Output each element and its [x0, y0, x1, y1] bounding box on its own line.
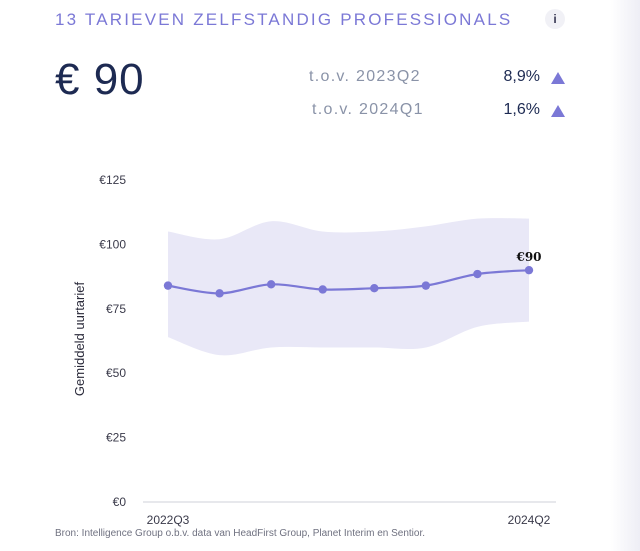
comparison-label-2: t.o.v. 2024Q1 — [312, 101, 424, 118]
trend-up-icon — [551, 105, 565, 117]
info-icon[interactable]: i — [545, 9, 565, 29]
range-band — [168, 218, 529, 356]
y-tick-label: €0 — [113, 495, 127, 509]
data-point — [266, 280, 276, 289]
comparison-value-2: 1,6% — [503, 101, 540, 118]
series-line — [167, 269, 530, 295]
data-label: €90 — [515, 250, 541, 264]
data-point — [421, 281, 431, 290]
comparison-label-1: t.o.v. 2023Q2 — [309, 68, 421, 85]
data-point — [318, 285, 327, 294]
y-tick-label: €100 — [99, 237, 126, 251]
y-tick-label: €125 — [99, 173, 126, 187]
data-point — [163, 281, 173, 290]
x-tick-label: 2024Q2 — [508, 513, 551, 527]
y-tick-label: €75 — [106, 302, 126, 316]
y-axis-title: Gemiddeld uurtarief — [72, 282, 87, 397]
data-point — [524, 265, 534, 275]
data-point — [215, 289, 224, 298]
y-tick-label: €50 — [106, 366, 126, 380]
data-point — [473, 269, 482, 279]
x-tick-label: 2022Q3 — [147, 513, 190, 527]
trend-up-icon — [551, 72, 565, 84]
comparison-value-1: 8,9% — [503, 68, 540, 85]
current-price: € 90 — [55, 55, 145, 104]
page-title: 13 TARIEVEN ZELFSTANDIG PROFESSIONALS — [55, 10, 513, 29]
data-point — [370, 283, 379, 293]
source-note: Bron: Intelligence Group o.b.v. data van… — [55, 528, 426, 539]
panel-edge — [610, 0, 640, 551]
y-tick-label: €25 — [106, 431, 126, 445]
